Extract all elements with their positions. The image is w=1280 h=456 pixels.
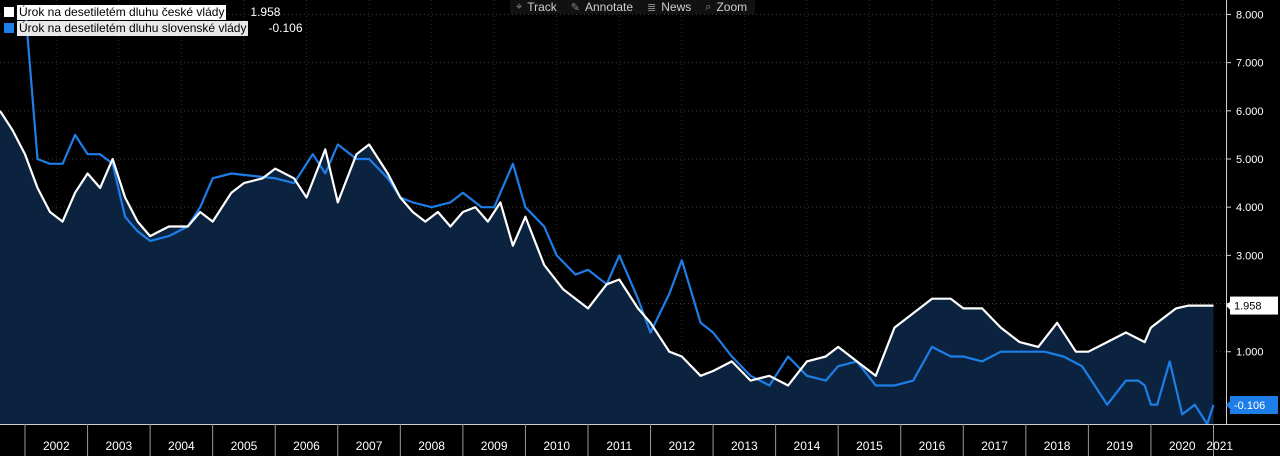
series-line-slovak: [23, 4, 1215, 426]
last-value-pointer: [1226, 400, 1231, 411]
chart-toolbar: ⌖ Track ✎ Annotate ≣ News ⌕ Zoom: [510, 0, 756, 14]
last-value-label-slovak: -0.106: [1234, 400, 1265, 412]
news-button[interactable]: ≣ News: [641, 0, 699, 14]
y-tick-label: 6.000: [1236, 106, 1264, 118]
y-tick-label: 3.000: [1236, 250, 1264, 262]
legend-value-czech: 1.958: [250, 4, 281, 19]
y-tick-label: 8.000: [1236, 9, 1264, 21]
legend-item-slovak[interactable]: Úrok na desetiletém dluhu slovenské vlád…: [4, 20, 303, 36]
x-tick-label: 2012: [668, 439, 695, 453]
x-tick-label: 2017: [981, 439, 1008, 453]
x-tick-label: 2018: [1044, 439, 1071, 453]
x-tick-label: 2002: [43, 439, 70, 453]
x-tick-label: 2010: [543, 439, 570, 453]
x-tick-label: 2021: [1206, 439, 1233, 453]
legend: Úrok na desetiletém dluhu české vlády 1.…: [4, 4, 303, 36]
x-tick-label: 2019: [1106, 439, 1133, 453]
x-tick-label: 2016: [919, 439, 946, 453]
x-tick-label: 2008: [418, 439, 445, 453]
zoom-button[interactable]: ⌕ Zoom: [699, 0, 755, 14]
y-tick-label: 1.000: [1236, 347, 1264, 359]
x-axis-band: [0, 424, 1280, 456]
x-tick-label: 2020: [1169, 439, 1196, 453]
x-tick-label: 2014: [794, 439, 821, 453]
annotate-label: Annotate: [584, 0, 634, 14]
series-line-czech: [0, 110, 1214, 387]
x-tick-label: 2004: [168, 439, 195, 453]
last-value-badge-slovak: [1230, 396, 1278, 415]
crosshair-icon: ⌖: [516, 0, 523, 13]
pencil-icon: ✎: [570, 1, 580, 14]
legend-item-czech[interactable]: Úrok na desetiletém dluhu české vlády 1.…: [4, 4, 303, 20]
last-value-pointer: [1226, 300, 1231, 311]
x-tick-label: 2015: [856, 439, 883, 453]
x-tick-label: 2007: [356, 439, 383, 453]
annotate-button[interactable]: ✎ Annotate: [565, 0, 641, 14]
search-icon: ⌕: [705, 0, 712, 13]
legend-swatch-slovak: [4, 23, 14, 33]
y-tick-label: 7.000: [1236, 58, 1264, 70]
area-fill-czech: [0, 110, 1214, 425]
x-tick-label: 2011: [606, 439, 632, 453]
track-button[interactable]: ⌖ Track: [510, 0, 565, 14]
x-tick-label: 2013: [731, 439, 758, 453]
x-tick-label: 2009: [481, 439, 508, 453]
zoom-label: Zoom: [716, 0, 748, 14]
track-label: Track: [527, 0, 557, 14]
x-tick-label: 2006: [293, 439, 320, 453]
legend-label-czech: Úrok na desetiletém dluhu české vlády: [17, 4, 227, 20]
last-value-label-czech: 1.958: [1234, 301, 1262, 313]
legend-value-slovak: -0.106: [268, 20, 303, 35]
news-label: News: [661, 0, 692, 14]
last-value-badge-czech: [1230, 296, 1278, 315]
legend-label-slovak: Úrok na desetiletém dluhu slovenské vlád…: [17, 20, 249, 36]
y-tick-label: 5.000: [1236, 154, 1264, 166]
news-icon: ≣: [647, 1, 657, 14]
x-tick-label: 2003: [105, 439, 132, 453]
x-tick-label: 2005: [231, 439, 258, 453]
y-tick-label: 4.000: [1236, 202, 1264, 214]
legend-swatch-czech: [4, 7, 14, 17]
